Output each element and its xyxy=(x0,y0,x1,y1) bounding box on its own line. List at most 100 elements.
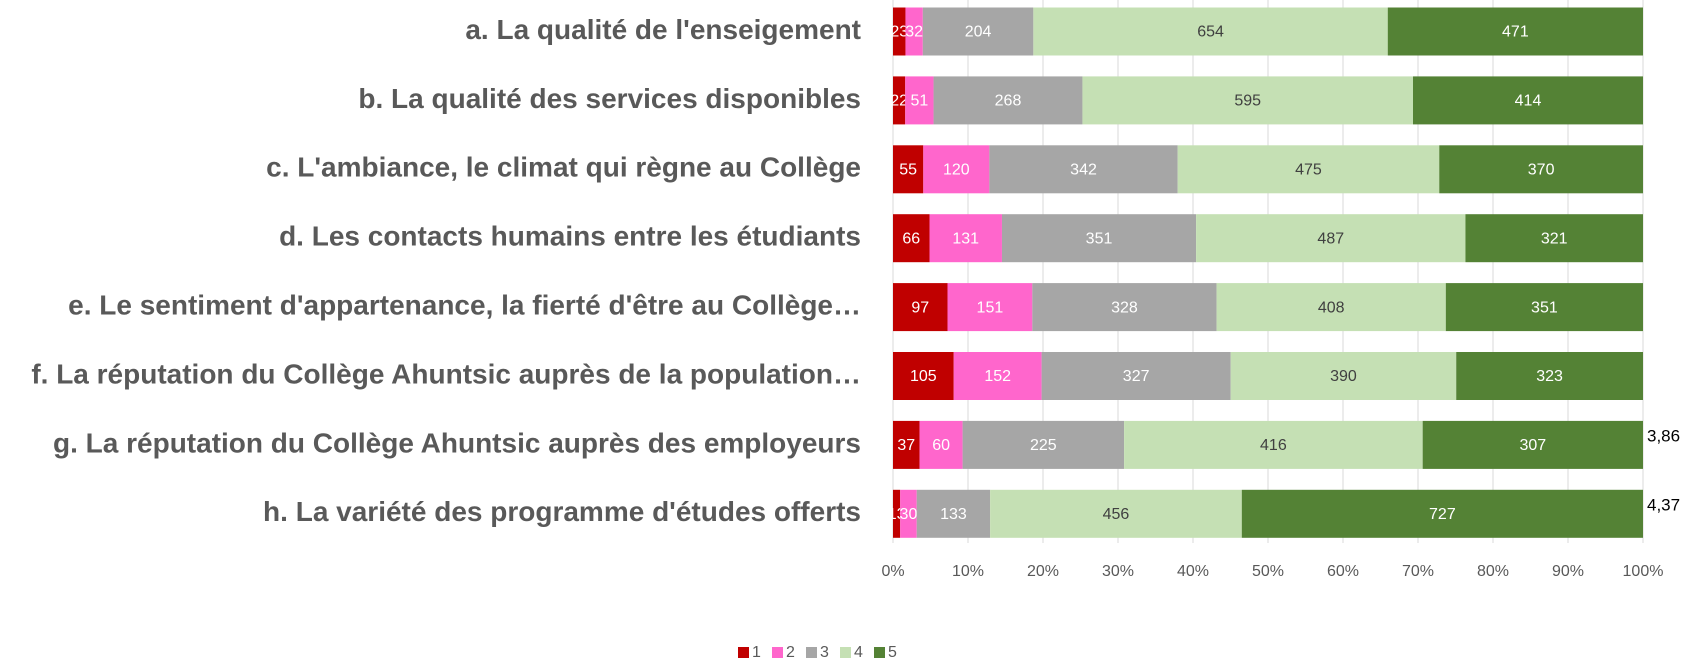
x-tick-label: 60% xyxy=(1327,563,1359,580)
bar-segment xyxy=(916,489,991,538)
data-label: 120 xyxy=(943,162,970,179)
bar-segment xyxy=(947,283,1033,332)
bar-segment xyxy=(893,489,901,538)
data-label: 327 xyxy=(1123,368,1150,385)
data-label: 370 xyxy=(1528,162,1555,179)
end-label: 4,37 xyxy=(1647,495,1680,514)
data-label: 390 xyxy=(1330,368,1357,385)
bar-segment xyxy=(1041,352,1231,400)
bar-segment xyxy=(1177,145,1440,194)
data-label: 323 xyxy=(1536,368,1563,385)
x-tick-label: 20% xyxy=(1027,563,1059,580)
data-label: 23 xyxy=(890,24,908,41)
x-tick-label: 90% xyxy=(1552,563,1584,580)
legend-swatch xyxy=(840,647,851,658)
legend-label: 4 xyxy=(854,644,863,659)
data-label: 30 xyxy=(900,506,918,523)
bar-segment xyxy=(893,352,954,400)
x-tick-label: 70% xyxy=(1402,563,1434,580)
x-tick-label: 30% xyxy=(1102,563,1134,580)
legend-swatch xyxy=(772,647,783,658)
bar-segment xyxy=(989,145,1178,194)
x-tick-label: 80% xyxy=(1477,563,1509,580)
data-label: 97 xyxy=(911,299,929,316)
category-label: d. Les contacts humains entre les étudia… xyxy=(279,221,861,252)
legend-label: 1 xyxy=(752,644,761,659)
category-label: f. La réputation du Collège Ahuntsic aup… xyxy=(31,358,861,389)
legend-label: 3 xyxy=(820,644,829,659)
bar-segment xyxy=(1001,214,1197,263)
bar-segment xyxy=(1082,76,1413,125)
x-tick-label: 10% xyxy=(952,563,984,580)
bar-segment xyxy=(893,145,924,194)
legend-label: 2 xyxy=(786,644,795,659)
bar-segment xyxy=(893,214,930,263)
data-label: 487 xyxy=(1317,230,1344,247)
data-label: 414 xyxy=(1515,93,1542,110)
x-tick-label: 100% xyxy=(1623,563,1664,580)
legend-swatch xyxy=(806,647,817,658)
bar-segment xyxy=(905,7,923,56)
bar-segment xyxy=(1439,145,1643,194)
end-label: 3,86 xyxy=(1647,426,1680,445)
data-label: 131 xyxy=(952,230,979,247)
bar-segment xyxy=(893,283,948,332)
bar-segment xyxy=(1033,7,1388,56)
bar-segment xyxy=(933,76,1083,125)
data-label: 307 xyxy=(1519,437,1546,454)
legend-swatch xyxy=(874,647,885,658)
x-tick-label: 0% xyxy=(881,563,904,580)
x-tick-label: 40% xyxy=(1177,563,1209,580)
data-label: 416 xyxy=(1260,437,1287,454)
bar-segment xyxy=(1445,283,1643,332)
bar-segment xyxy=(900,489,917,538)
data-label: 152 xyxy=(984,368,1011,385)
data-label: 204 xyxy=(965,24,992,41)
bar-segment xyxy=(953,352,1042,400)
data-label: 133 xyxy=(940,506,967,523)
data-label: 351 xyxy=(1086,230,1113,247)
bar-segment xyxy=(893,7,906,56)
category-label: g. La réputation du Collège Ahuntsic aup… xyxy=(53,427,861,458)
data-label: 151 xyxy=(977,299,1004,316)
bar-segment xyxy=(1422,420,1643,469)
data-label: 456 xyxy=(1103,506,1130,523)
data-label: 105 xyxy=(910,368,937,385)
bar-segment xyxy=(1387,7,1643,56)
bar-segment xyxy=(1196,214,1466,263)
bar-segment xyxy=(929,214,1002,263)
x-tick-label: 50% xyxy=(1252,563,1284,580)
bar-segment xyxy=(1413,76,1643,125)
data-label: 37 xyxy=(897,437,915,454)
data-label: 51 xyxy=(910,93,928,110)
legend-swatch xyxy=(738,647,749,658)
bar-segment xyxy=(1032,283,1217,332)
data-label: 22 xyxy=(890,93,908,110)
bar-segment xyxy=(905,76,934,125)
data-label: 408 xyxy=(1318,299,1345,316)
bar-segment xyxy=(922,7,1034,56)
bar-segment xyxy=(990,489,1242,538)
data-label: 351 xyxy=(1531,299,1558,316)
data-label: 654 xyxy=(1197,24,1224,41)
bar-segment xyxy=(919,420,963,469)
bar-segment xyxy=(1124,420,1423,469)
bar-segment xyxy=(923,145,990,194)
data-label: 727 xyxy=(1429,506,1456,523)
data-label: 595 xyxy=(1234,93,1261,110)
bar-segment xyxy=(1241,489,1643,538)
category-label: b. La qualité des services disponibles xyxy=(358,83,861,114)
data-label: 225 xyxy=(1030,437,1057,454)
data-label: 66 xyxy=(902,230,920,247)
data-label: 475 xyxy=(1295,162,1322,179)
category-label: a. La qualité de l'enseigement xyxy=(465,14,861,45)
category-label: c. L'ambiance, le climat qui règne au Co… xyxy=(266,152,861,183)
bar-segment xyxy=(893,420,920,469)
bar-segment xyxy=(962,420,1125,469)
bar-segment xyxy=(1216,283,1446,332)
data-label: 55 xyxy=(899,162,917,179)
data-label: 328 xyxy=(1111,299,1138,316)
bar-segment xyxy=(1230,352,1457,400)
legend-label: 5 xyxy=(888,644,897,659)
